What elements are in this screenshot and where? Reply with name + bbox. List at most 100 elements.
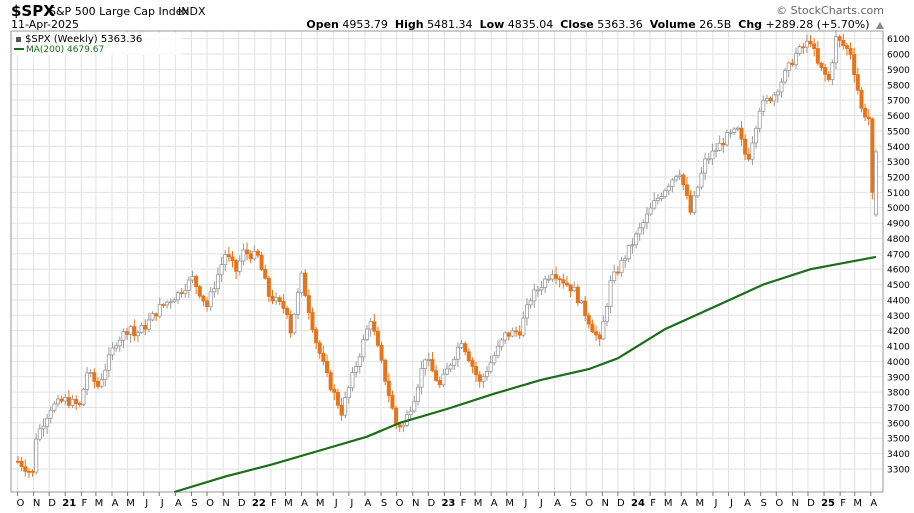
candle-down xyxy=(746,153,751,160)
candle-up xyxy=(103,369,108,380)
high-value: 5481.34 xyxy=(427,18,473,31)
y-tick-label: 5600 xyxy=(887,112,910,122)
candle-up xyxy=(295,292,300,315)
candle-up xyxy=(346,387,351,399)
candle-up xyxy=(168,301,173,304)
candle-down xyxy=(430,359,435,372)
candle-down xyxy=(30,470,35,473)
brand-logo[interactable]: © StockCharts.com xyxy=(776,4,884,17)
x-tick-label: A xyxy=(175,498,182,509)
x-tick-label: M xyxy=(695,498,704,509)
candle-down xyxy=(583,300,588,317)
ma200-line xyxy=(173,255,877,494)
candle-down xyxy=(194,276,199,288)
candle-down xyxy=(179,292,184,295)
y-tick-label: 3500 xyxy=(887,435,910,445)
x-tick-label: M xyxy=(316,498,325,509)
x-tick-label: J xyxy=(523,498,527,509)
legend: $SPX (Weekly) 5363.36 MA(200) 4679.67 xyxy=(14,33,182,55)
candle-up xyxy=(165,301,170,306)
candle-up xyxy=(139,325,144,333)
candle-down xyxy=(255,250,260,256)
x-tick-label: N xyxy=(222,498,229,509)
candle-down xyxy=(474,366,479,376)
x-tick-label: N xyxy=(602,498,609,509)
price-legend-swatch xyxy=(16,37,21,42)
candle-down xyxy=(248,253,253,260)
price-bars xyxy=(15,30,879,478)
x-tick-label: D xyxy=(427,498,435,509)
candle-up xyxy=(63,397,68,402)
ma-legend-label: MA(200) 4679.67 xyxy=(26,45,104,55)
open-value: 4953.79 xyxy=(342,18,388,31)
y-tick-label: 4500 xyxy=(887,281,910,291)
candle-up xyxy=(706,158,711,161)
candle-down xyxy=(815,48,820,64)
candle-up xyxy=(641,222,646,229)
candle-up xyxy=(241,249,246,262)
candle-down xyxy=(379,344,384,361)
candle-up xyxy=(34,438,39,473)
candle-up xyxy=(488,362,493,372)
y-tick-label: 4700 xyxy=(887,250,910,260)
x-tick-label: J xyxy=(539,498,543,509)
candle-down xyxy=(285,307,290,315)
x-tick-label: 24 xyxy=(631,498,645,509)
candle-up xyxy=(114,345,119,349)
candle-up xyxy=(794,52,799,66)
x-tick-label: 25 xyxy=(821,498,835,509)
candle-down xyxy=(557,278,562,281)
x-tick-label: O xyxy=(585,498,593,509)
candle-down xyxy=(335,391,340,406)
candle-up xyxy=(299,272,304,293)
candle-up xyxy=(572,286,577,292)
candle-up xyxy=(128,326,133,335)
candle-up xyxy=(81,389,86,405)
x-tick-label: 22 xyxy=(252,498,266,509)
y-tick-label: 4300 xyxy=(887,312,910,322)
x-tick-label: O xyxy=(396,498,404,509)
y-axis: 3300 3400 3500 3600 3700 3800 3900 4000 4100 4200… xyxy=(887,35,910,475)
candle-down xyxy=(590,323,595,333)
y-tick-label: 4200 xyxy=(887,327,910,337)
candle-up xyxy=(830,62,835,80)
y-tick-label: 3400 xyxy=(887,450,910,460)
x-tick-label: M xyxy=(853,498,862,509)
candle-down xyxy=(161,304,166,306)
candle-up xyxy=(215,274,220,290)
candle-up xyxy=(524,304,529,319)
candle-up xyxy=(546,278,551,281)
candle-down xyxy=(125,331,130,335)
x-tick-label: F xyxy=(840,498,846,509)
candle-down xyxy=(339,404,344,416)
y-tick-label: 3700 xyxy=(887,404,910,414)
candle-down xyxy=(808,40,813,45)
x-tick-label: A xyxy=(554,498,561,509)
candle-down xyxy=(328,372,333,390)
grid-lines xyxy=(11,31,883,492)
candle-up xyxy=(444,368,449,375)
candle-up xyxy=(510,330,515,337)
candle-up xyxy=(52,403,57,411)
x-tick-label: J xyxy=(334,498,338,509)
candle-down xyxy=(823,67,828,75)
candle-down xyxy=(681,174,686,186)
index-name: S&P 500 Large Cap Index xyxy=(49,5,189,18)
candle-down xyxy=(597,334,602,340)
x-tick-label: M xyxy=(95,498,104,509)
candle-up xyxy=(674,176,679,181)
candle-down xyxy=(321,352,326,362)
candle-up xyxy=(550,274,555,280)
candle-up xyxy=(401,424,406,428)
candle-down xyxy=(517,331,522,336)
candle-up xyxy=(797,46,802,54)
candle-down xyxy=(688,195,693,213)
candle-down xyxy=(197,286,202,297)
x-tick-label: 21 xyxy=(62,498,76,509)
candle-down xyxy=(372,321,377,332)
candle-up xyxy=(732,128,737,133)
x-tick-label: M xyxy=(126,498,135,509)
x-tick-label: A xyxy=(681,498,688,509)
x-tick-label: M xyxy=(505,498,514,509)
collapse-triangle-icon[interactable] xyxy=(876,21,884,29)
